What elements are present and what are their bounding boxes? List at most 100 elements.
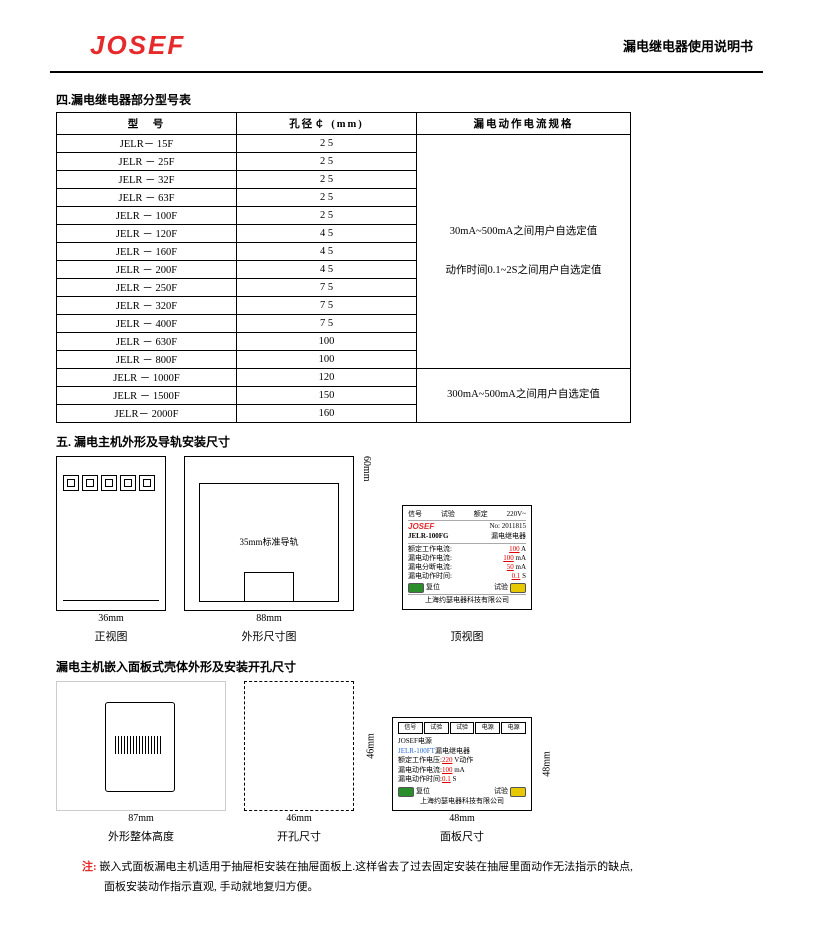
panel-test-icon (510, 787, 526, 797)
lbl-rated: 额定 (474, 510, 488, 519)
model-cell: JELR － 200F (57, 261, 237, 279)
header: JOSEF 漏电继电器使用说明书 (50, 30, 763, 73)
hole-cell: 2 5 (237, 207, 417, 225)
panel-tab: 电源 (475, 722, 500, 734)
reset-label: 复位 (426, 583, 440, 592)
model-cell: JELR － 100F (57, 207, 237, 225)
panel-voltage: 220 (442, 756, 453, 764)
panel-tab: 信号 (398, 722, 423, 734)
hole-cell: 100 (237, 351, 417, 369)
panel-tab: 试验 (450, 722, 475, 734)
val-trip-curr: 50 (507, 563, 514, 571)
panel-height: 48mm (542, 751, 553, 777)
spec-cell-2: 300mA~500mA之间用户自选定值 (417, 369, 631, 423)
test-button-icon (510, 583, 526, 593)
hole-cell: 4 5 (237, 243, 417, 261)
diagrams-row-1: 36mm 正视图 35mm标准导轨 60mm 88mm 外形尺寸图 信号试验额定… (56, 456, 763, 644)
hole-cell: 2 5 (237, 189, 417, 207)
embed-caption: 外形整体高度 (108, 828, 174, 844)
device-maker: 上海约瑟电器科技有限公司 (408, 596, 526, 605)
doc-title: 漏电继电器使用说明书 (623, 36, 753, 55)
model-cell: JELR － 32F (57, 171, 237, 189)
panel-maker: 上海约瑟电器科技有限公司 (398, 797, 526, 806)
panel-test-label: 试验 (494, 787, 508, 796)
cut-view-block: 46mm 46mm 开孔尺寸 (244, 681, 354, 844)
hole-cell: 100 (237, 333, 417, 351)
height-dim: 60mm (361, 456, 372, 611)
outline-view-diagram: 35mm标准导轨 (184, 456, 354, 611)
device-model: JELR-100FG (408, 532, 448, 541)
note-text1: 嵌入式面板漏电主机适用于抽屉柜安装在抽屉面板上.这样省去了过去固定安装在抽屉里面… (99, 861, 633, 873)
spec-cell-1: 30mA~500mA之间用户自选定值 动作时间0.1~2S之间用户自选定值 (417, 135, 631, 369)
device-logo: JOSEF (408, 522, 434, 532)
model-cell: JELR － 25F (57, 153, 237, 171)
panel-width: 48mm (449, 813, 475, 824)
panel-logo: JOSEF (398, 737, 418, 745)
front-view-diagram (56, 456, 166, 611)
section5-title: 五. 漏电主机外形及导轨安装尺寸 (56, 433, 763, 450)
val-rated-curr: 100 (509, 545, 520, 553)
outline-view-block: 35mm标准导轨 60mm 88mm 外形尺寸图 (184, 456, 354, 644)
model-cell: JELR－ 15F (57, 135, 237, 153)
test-label: 试验 (494, 583, 508, 592)
lbl-signal: 信号 (408, 510, 422, 519)
panel-block: 信号 试验 试验 电源 电源 JOSEF电源 JELR-100FT漏电继电器 额… (392, 717, 532, 844)
model-cell: JELR － 1000F (57, 369, 237, 387)
panel-power-label: 电源 (418, 737, 432, 745)
lbl-trip-curr: 漏电分断电流: (408, 563, 452, 572)
page: JOSEF 漏电继电器使用说明书 四.漏电继电器部分型号表 型 号 孔径￠ (m… (0, 0, 813, 934)
hole-cell: 2 5 (237, 171, 417, 189)
device-name: 漏电继电器 (491, 532, 526, 541)
model-cell: JELR － 120F (57, 225, 237, 243)
panel-action: 动作 (459, 756, 473, 764)
top-caption: 顶视图 (451, 628, 484, 644)
panel-reset-label: 复位 (416, 787, 430, 796)
outline-caption: 外形尺寸图 (242, 628, 297, 644)
model-cell: JELR－ 2000F (57, 405, 237, 423)
model-cell: JELR － 400F (57, 315, 237, 333)
section4-title: 四.漏电继电器部分型号表 (56, 91, 763, 108)
front-caption: 正视图 (95, 628, 128, 644)
front-dim: 36mm (98, 613, 124, 624)
val-time: 0.1 (512, 572, 521, 580)
hole-cell: 120 (237, 369, 417, 387)
panel-lbl-voltage: 额定工作电压: (398, 756, 442, 764)
model-cell: JELR － 63F (57, 189, 237, 207)
col-hole: 孔径￠ (mm) (237, 113, 417, 135)
model-cell: JELR － 160F (57, 243, 237, 261)
front-view-block: 36mm 正视图 (56, 456, 166, 644)
hole-cell: 2 5 (237, 153, 417, 171)
val-leak-curr: 100 (503, 554, 514, 562)
lbl-voltage: 220V~ (507, 510, 526, 519)
lbl-test: 试验 (441, 510, 455, 519)
lbl-time: 漏电动作时间: (408, 572, 452, 581)
cut-caption: 开孔尺寸 (277, 828, 321, 844)
hole-cell: 2 5 (237, 135, 417, 153)
cut-view-diagram (244, 681, 354, 811)
outline-dim: 88mm (256, 613, 282, 624)
cut-width: 46mm (286, 813, 312, 824)
col-model: 型 号 (57, 113, 237, 135)
panel-caption: 面板尺寸 (440, 828, 484, 844)
brand-logo: JOSEF (90, 30, 185, 61)
spec-table: 型 号 孔径￠ (mm) 漏电动作电流规格 JELR－ 15F2 5 30mA~… (56, 112, 631, 423)
hole-cell: 7 5 (237, 279, 417, 297)
lbl-leak-curr: 漏电动作电流: (408, 554, 452, 563)
embed-dim: 87mm (128, 813, 154, 824)
reset-button-icon (408, 583, 424, 593)
embed-view-block: 87mm 外形整体高度 (56, 681, 226, 844)
col-spec: 漏电动作电流规格 (417, 113, 631, 135)
top-view-device: 信号试验额定220V~ JOSEFNo: 2011815 JELR-100FG漏… (402, 505, 532, 610)
diagrams-row-2: 87mm 外形整体高度 46mm 46mm 开孔尺寸 信号 试验 试验 电源 (56, 681, 763, 844)
spec1-line1: 30mA~500mA之间用户自选定值 (421, 223, 626, 242)
hole-cell: 4 5 (237, 261, 417, 279)
spec1-line2: 动作时间0.1~2S之间用户自选定值 (421, 262, 626, 281)
model-cell: JELR － 1500F (57, 387, 237, 405)
section6-title: 漏电主机嵌入面板式壳体外形及安装开孔尺寸 (56, 658, 763, 675)
din-label: 35mm标准导轨 (239, 535, 298, 548)
panel-view-device: 信号 试验 试验 电源 电源 JOSEF电源 JELR-100FT漏电继电器 额… (392, 717, 532, 811)
device-serial: No: 2011815 (490, 522, 527, 532)
note-prefix: 注: (82, 861, 97, 873)
note-line2: 面板安装动作指示直观, 手动就地复归方便。 (104, 878, 763, 894)
hole-cell: 150 (237, 387, 417, 405)
